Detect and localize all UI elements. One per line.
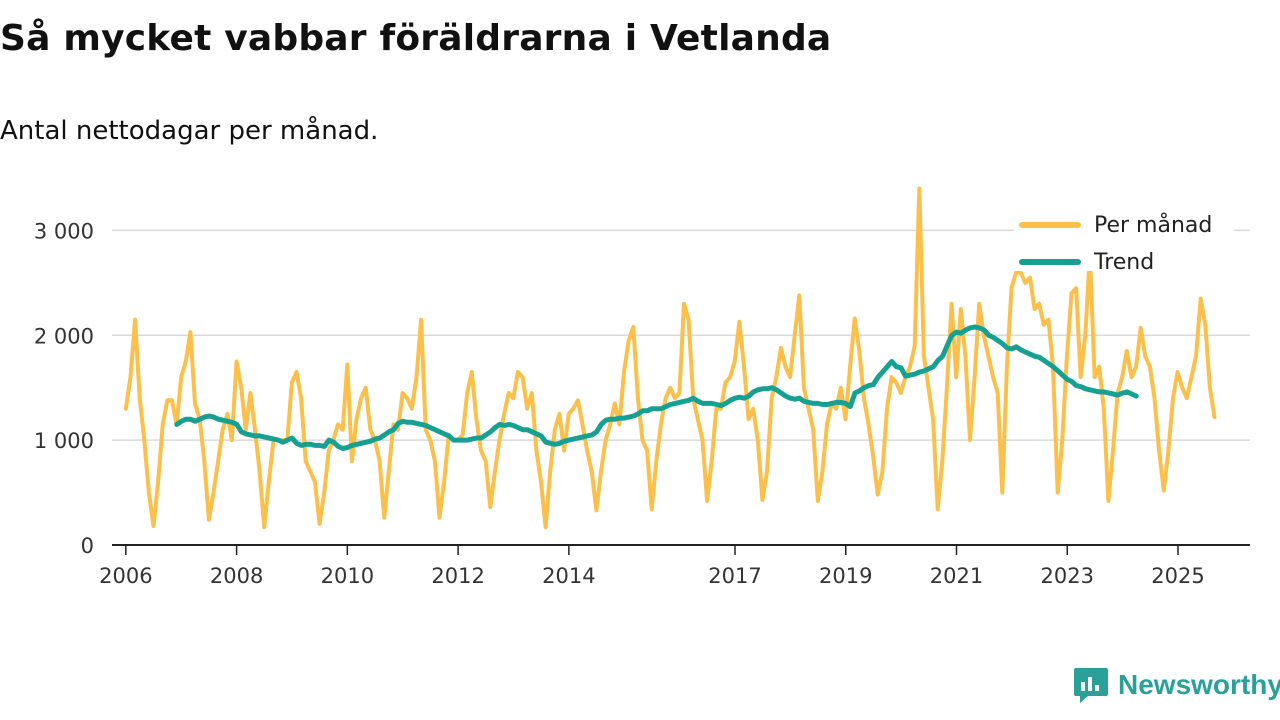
x-tick-label: 2017	[708, 564, 761, 588]
newsworthy-logo: Newsworthy	[1072, 666, 1280, 704]
chart-title: Så mycket vabbar föräldrarna i Vetlanda	[0, 18, 832, 59]
series-line-trend	[174, 324, 1139, 451]
chart-subtitle: Antal nettodagar per månad.	[0, 116, 379, 146]
x-tick-label: 2006	[99, 564, 152, 588]
series-layer	[123, 186, 1217, 530]
y-tick-label: 2 000	[34, 324, 94, 348]
y-tick-label: 1 000	[34, 429, 94, 453]
newsworthy-icon	[1074, 668, 1108, 703]
legend-label-trend: Trend	[1093, 250, 1154, 275]
x-tick-label: 2008	[210, 564, 263, 588]
x-tick-label: 2019	[819, 564, 872, 588]
x-tick-label: 2012	[431, 564, 484, 588]
brand-name: Newsworthy	[1118, 669, 1280, 700]
legend: Per månad Trend	[1014, 205, 1234, 275]
x-tick-label: 2021	[930, 564, 983, 588]
x-tick-label: 2014	[542, 564, 595, 588]
axis-layer: 0 1 000 2 000 3 000 2006 2008 2010 2012 2014 2017…	[34, 219, 1250, 588]
x-tick-label: 2025	[1151, 564, 1204, 588]
y-tick-label: 0	[81, 534, 94, 558]
legend-label-monthly: Per månad	[1094, 212, 1212, 238]
x-tick-label: 2023	[1041, 564, 1094, 588]
y-tick-label: 3 000	[34, 219, 94, 243]
series-line-per-manad	[123, 186, 1217, 530]
x-tick-label: 2010	[321, 564, 374, 588]
